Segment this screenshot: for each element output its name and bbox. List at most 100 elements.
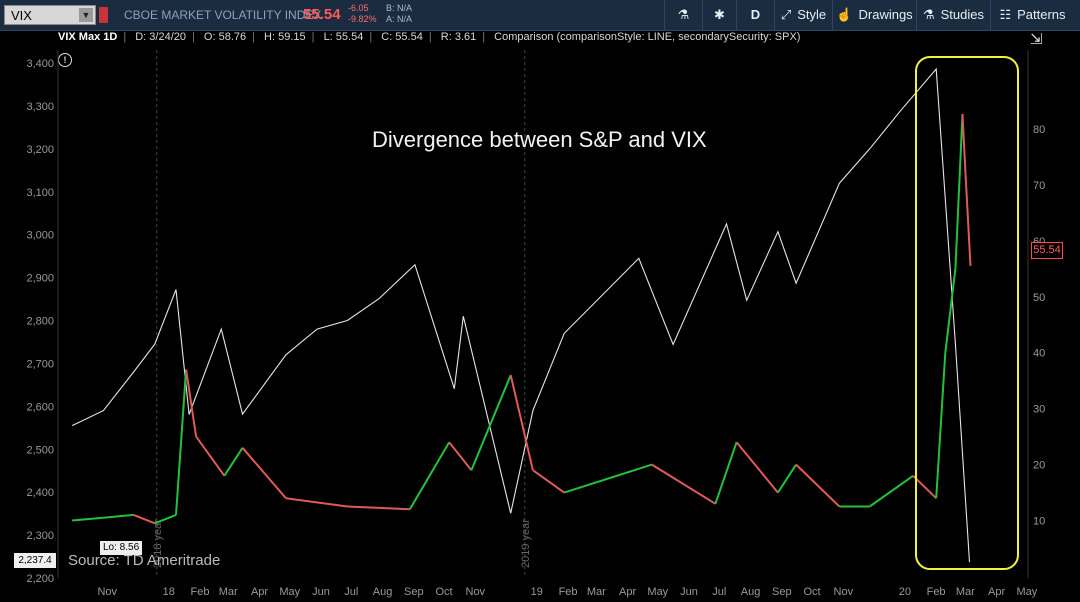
x-axis-tick: Jul [712, 586, 726, 598]
year-marker-label: 2019 year [520, 519, 532, 568]
patterns-button[interactable]: ☷ Patterns [990, 0, 1074, 30]
info-range: R: 3.61 [440, 31, 477, 43]
symbol-input[interactable]: VIX ▼ [4, 5, 96, 25]
divider: | [482, 31, 486, 43]
style-button[interactable]: ⤢ Style [774, 0, 832, 30]
x-axis-tick: Apr [619, 586, 636, 598]
left-axis-tick: 2,200 [26, 573, 54, 585]
ask-value: A: N/A [386, 14, 413, 24]
vix-series-segment [563, 463, 653, 494]
x-axis-tick: Feb [191, 586, 210, 598]
change-value: -6.05 [348, 3, 369, 13]
left-axis-tick: 2,500 [26, 444, 54, 456]
right-axis-tick: 10 [1033, 516, 1045, 528]
change-percent: -9.82% [348, 14, 377, 24]
chart-annotation: Divergence between S&P and VIX [372, 127, 707, 152]
right-axis-tick: 30 [1033, 404, 1045, 416]
spx-low-tag: 2,237.4 [14, 553, 56, 568]
vix-low-tag: Lo: 8.56 [100, 541, 143, 555]
vix-series-segment [944, 268, 957, 353]
patterns-icon: ☷ [999, 7, 1012, 22]
right-axis-tick: 80 [1033, 124, 1045, 136]
divider: | [252, 31, 255, 43]
style-icon: ⤢ [780, 7, 792, 22]
left-axis-tick: 3,200 [26, 144, 54, 156]
chevron-down-icon[interactable]: ▼ [79, 8, 93, 22]
x-axis-tick: Apr [988, 586, 1005, 598]
vix-series-segment [964, 173, 972, 266]
vix-series-segment [175, 369, 188, 515]
flask-icon: ⚗ [677, 7, 690, 22]
x-axis-tick: Oct [804, 586, 821, 598]
symbol-text: VIX [11, 8, 32, 23]
vix-series-segment [935, 352, 947, 499]
left-axis-tick: 3,400 [26, 58, 54, 70]
left-axis-tick: 3,300 [26, 101, 54, 113]
right-axis-tick: 50 [1033, 292, 1045, 304]
flask-icon: ⚗ [922, 7, 935, 22]
x-axis-tick: 18 [163, 586, 175, 598]
vix-series-segment [154, 513, 177, 525]
info-date: D: 3/24/20 [135, 31, 186, 43]
x-axis-tick: Nov [97, 586, 117, 598]
expand-icon[interactable]: ⇲ [1030, 31, 1043, 48]
divider: | [192, 31, 195, 43]
vix-series-segment [470, 374, 512, 471]
vix-series-segment [735, 441, 779, 494]
highlight-box [915, 56, 1019, 570]
x-axis-tick: Apr [251, 586, 268, 598]
x-axis-tick: May [647, 586, 668, 598]
info-close: C: 55.54 [381, 31, 423, 43]
vix-series-segment [961, 113, 967, 174]
vix-series-segment [509, 374, 534, 471]
period-button[interactable]: D [736, 0, 774, 30]
bid-value: B: N/A [386, 3, 413, 13]
flask-button[interactable]: ⚗ [664, 0, 702, 30]
style-label: Style [797, 7, 827, 22]
info-comparison: Comparison (comparisonStyle: LINE, secon… [494, 31, 801, 43]
vix-series-segment [223, 447, 244, 477]
left-axis-tick: 2,800 [26, 316, 54, 328]
hand-icon: ☝ [836, 7, 853, 22]
x-axis-tick: Sep [404, 586, 424, 598]
source-label: Source: TD Ameritrade [68, 552, 221, 569]
vix-series-segment [241, 447, 287, 499]
vix-series-segment [185, 369, 198, 437]
info-high: H: 59.15 [264, 31, 306, 43]
vix-series-segment [869, 474, 914, 508]
vix-series-segment [103, 513, 134, 519]
x-axis-tick: Jun [312, 586, 330, 598]
x-axis-tick: Sep [772, 586, 792, 598]
alert-icon[interactable] [99, 7, 108, 23]
spx-series-line [71, 67, 971, 563]
vix-series-segment [195, 436, 226, 477]
settings-button[interactable]: ✱ [702, 0, 736, 30]
vix-series-segment [409, 441, 451, 510]
right-axis-tick: 20 [1033, 460, 1045, 472]
info-open: O: 58.76 [203, 31, 247, 43]
vix-series-segment [954, 113, 964, 269]
x-axis-tick: Feb [559, 586, 578, 598]
x-axis-tick: Mar [956, 586, 975, 598]
x-axis-tick: 19 [531, 586, 543, 598]
x-axis-tick: 20 [899, 586, 911, 598]
vix-series-segment [532, 469, 565, 494]
left-axis-tick: 2,600 [26, 401, 54, 413]
studies-button[interactable]: ⚗ Studies [916, 0, 990, 30]
left-axis-tick: 3,000 [26, 230, 54, 242]
x-axis-tick: Jun [680, 586, 698, 598]
divider: | [311, 31, 315, 43]
last-price: 55.54 [303, 6, 341, 23]
x-axis-tick: Feb [927, 586, 946, 598]
x-axis-tick: Aug [373, 586, 393, 598]
vix-series-segment [714, 441, 738, 505]
x-axis-tick: Aug [741, 586, 761, 598]
divider: | [123, 31, 127, 43]
vix-series-segment [72, 516, 104, 522]
x-axis-tick: Jul [344, 586, 358, 598]
left-axis-tick: 2,300 [26, 530, 54, 542]
studies-label: Studies [940, 7, 985, 22]
drawings-button[interactable]: ☝ Drawings [832, 0, 916, 30]
divider: | [369, 31, 373, 43]
